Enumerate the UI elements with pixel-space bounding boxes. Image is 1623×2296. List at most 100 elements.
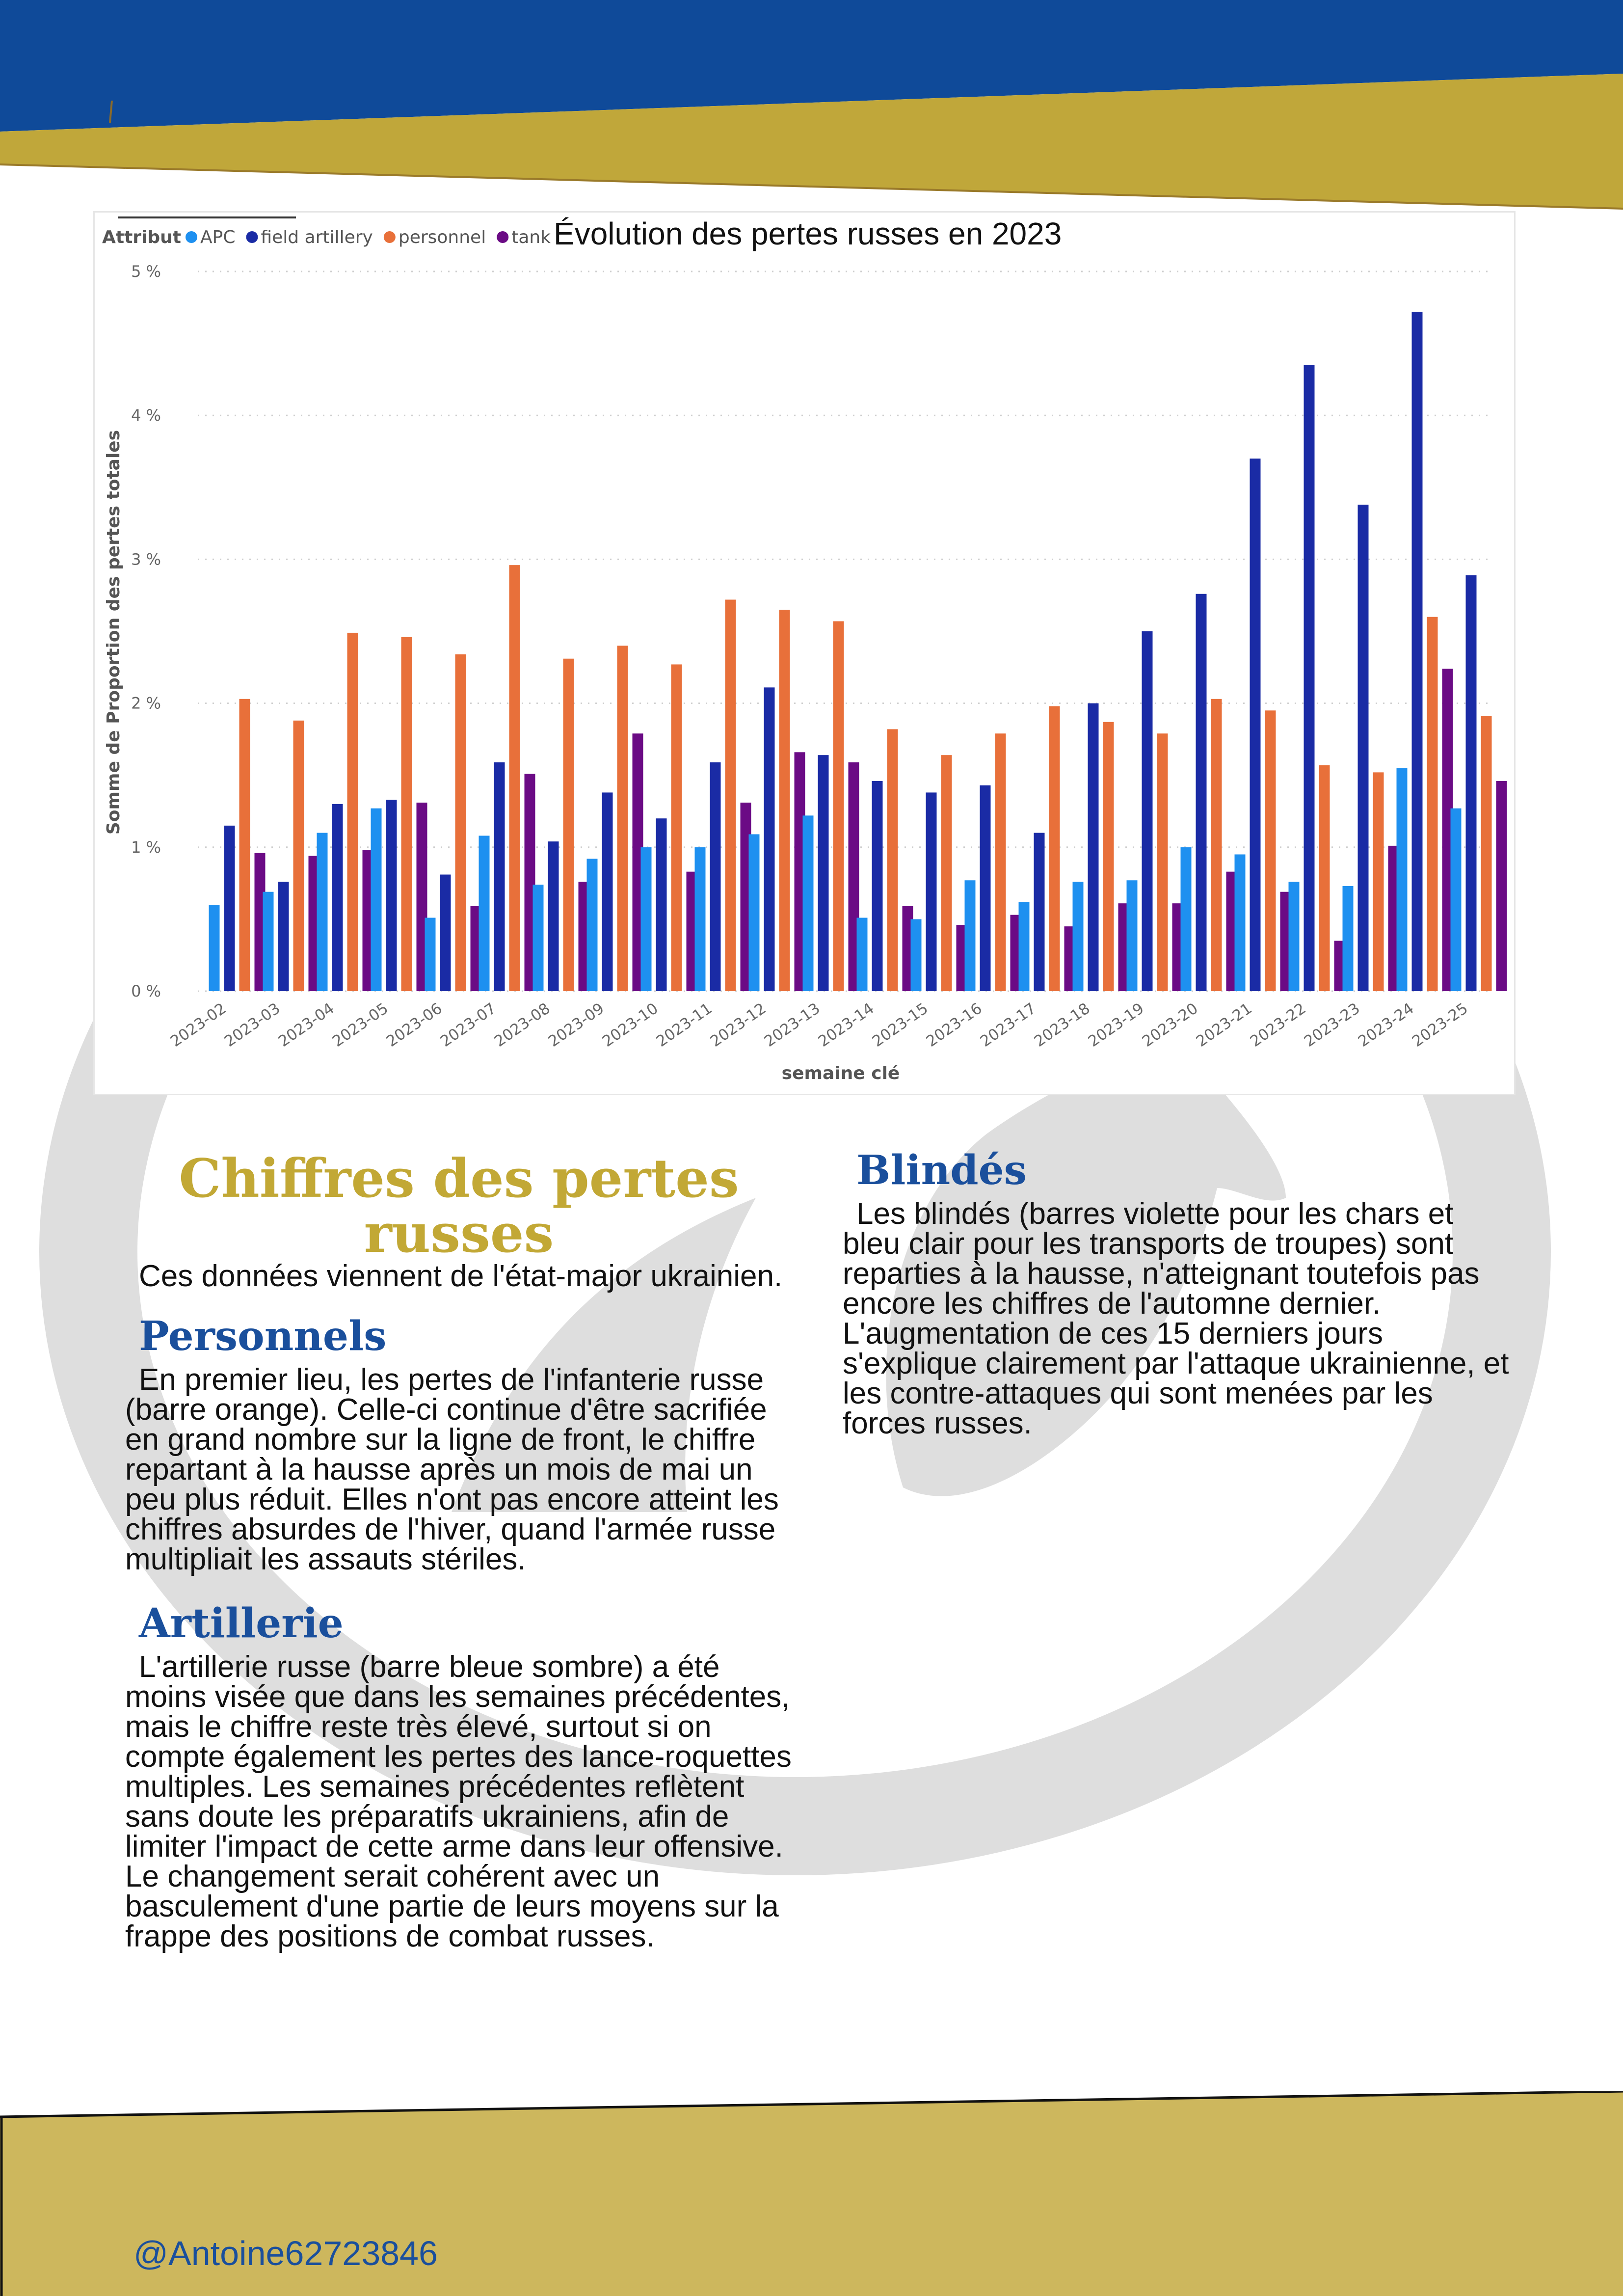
legend-marker <box>497 231 509 243</box>
right-column: Blindés Les blindés (barres violette pou… <box>843 1147 1510 1440</box>
x-tick-label: 2023-04 <box>275 999 338 1051</box>
y-tick-label: 3 % <box>131 550 161 568</box>
bar-personnel <box>1373 772 1384 991</box>
bar-field-artillery <box>764 687 775 991</box>
bar-field-artillery <box>602 792 613 991</box>
bar-field-artillery <box>926 792 937 991</box>
bar-tank <box>956 925 967 991</box>
x-tick-label: 2023-06 <box>383 999 446 1051</box>
bar-apc <box>317 833 328 991</box>
bar-tank <box>1226 871 1237 991</box>
bar-personnel <box>455 654 466 991</box>
bar-tank <box>1118 903 1129 991</box>
bar-field-artillery <box>818 755 829 991</box>
x-tick-label: 2023-21 <box>1193 999 1255 1051</box>
section-heading-blindes: Blindés <box>856 1147 1027 1194</box>
bar-tank <box>632 733 643 991</box>
section-text-blindes: Les blindés (barres violette pour les ch… <box>843 1197 1509 1440</box>
legend-marker <box>186 231 197 243</box>
section-heading-artillerie: Artillerie <box>139 1600 344 1647</box>
y-tick-label: 5 % <box>131 262 161 281</box>
bar-apc <box>802 815 814 991</box>
x-tick-label: 2023-14 <box>815 999 878 1051</box>
bar-personnel <box>509 565 520 991</box>
x-tick-label: 2023-18 <box>1031 999 1093 1051</box>
y-tick-label: 1 % <box>131 838 161 857</box>
section-text-personnels: En premier lieu, les pertes de l'infante… <box>125 1363 779 1576</box>
bar-field-artillery <box>1142 631 1153 991</box>
x-tick-label: 2023-13 <box>761 999 824 1051</box>
bar-apc <box>1234 854 1246 991</box>
bar-personnel <box>1157 733 1168 991</box>
header-mark <box>109 100 113 123</box>
bar-tank <box>902 906 913 991</box>
bar-apc <box>964 880 976 991</box>
legend-marker <box>383 231 396 243</box>
left-column: Chiffres des pertes russes Ces données v… <box>125 1151 793 1952</box>
intro-text: Ces données viennent de l'état-major ukr… <box>139 1259 783 1293</box>
bar-field-artillery <box>1304 365 1315 991</box>
chart-bars <box>209 312 1507 992</box>
x-axis-ticks: 2023-022023-032023-042023-052023-062023-… <box>167 999 1471 1051</box>
bar-apc <box>748 834 760 991</box>
bar-field-artillery <box>1034 833 1045 991</box>
bar-tank <box>794 752 805 991</box>
bar-tank <box>1064 926 1075 991</box>
bar-field-artillery <box>494 762 505 991</box>
bar-personnel <box>725 599 736 991</box>
x-tick-label: 2023-20 <box>1139 999 1201 1051</box>
bar-tank <box>362 850 373 991</box>
section-heading-personnels: Personnels <box>139 1313 387 1360</box>
footer-gold-band <box>0 2091 1623 2296</box>
author-handle[interactable]: @Antoine62723846 <box>133 2234 438 2272</box>
bar-apc <box>910 919 922 991</box>
bar-personnel <box>1481 716 1492 991</box>
bar-personnel <box>293 720 304 991</box>
bar-apc <box>694 847 706 991</box>
bar-personnel <box>1211 699 1222 991</box>
bar-field-artillery <box>1411 312 1423 992</box>
bar-apc <box>1072 882 1084 991</box>
x-tick-label: 2023-10 <box>599 999 662 1051</box>
x-tick-label: 2023-12 <box>707 999 770 1051</box>
y-tick-label: 2 % <box>131 694 161 713</box>
bar-personnel <box>1049 706 1060 991</box>
x-tick-label: 2023-22 <box>1247 999 1309 1051</box>
bar-tank <box>470 906 481 991</box>
bar-personnel <box>779 610 790 991</box>
bar-apc <box>586 859 598 991</box>
bar-tank <box>1388 845 1399 991</box>
bar-tank <box>740 802 751 991</box>
bar-field-artillery <box>440 874 451 991</box>
y-tick-label: 0 % <box>131 982 161 1000</box>
chart-card: Évolution des pertes russes en 2023 Attr… <box>93 211 1516 1095</box>
x-tick-label: 2023-15 <box>869 999 931 1051</box>
bar-field-artillery <box>1088 703 1099 991</box>
bar-personnel <box>671 664 682 991</box>
bar-apc <box>479 836 490 991</box>
bar-personnel <box>833 621 844 991</box>
loss-chart: Évolution des pertes russes en 2023 Attr… <box>102 216 1507 1083</box>
bar-field-artillery <box>1357 504 1369 991</box>
x-axis-title: semaine clé <box>782 1063 900 1083</box>
bar-personnel <box>887 729 898 991</box>
bar-tank <box>848 762 859 991</box>
bar-personnel <box>401 637 412 991</box>
bar-personnel <box>617 646 628 991</box>
bar-field-artillery <box>1196 594 1207 991</box>
legend-marker <box>246 231 258 243</box>
bar-apc <box>263 891 274 991</box>
chart-title: Évolution des pertes russes en 2023 <box>554 216 1062 251</box>
bar-field-artillery <box>710 762 721 991</box>
bar-personnel <box>1427 617 1438 991</box>
bar-personnel <box>1319 765 1330 991</box>
bar-field-artillery <box>386 800 397 991</box>
bar-apc <box>1342 886 1354 991</box>
bar-apc <box>371 808 382 991</box>
bar-tank <box>1010 915 1021 991</box>
legend-label: tank <box>511 227 551 247</box>
legend-label: personnel <box>399 227 486 247</box>
bar-tank <box>1496 781 1507 991</box>
bar-apc <box>1396 768 1408 991</box>
chart-legend: APC field artillery personnel tank <box>186 227 551 247</box>
